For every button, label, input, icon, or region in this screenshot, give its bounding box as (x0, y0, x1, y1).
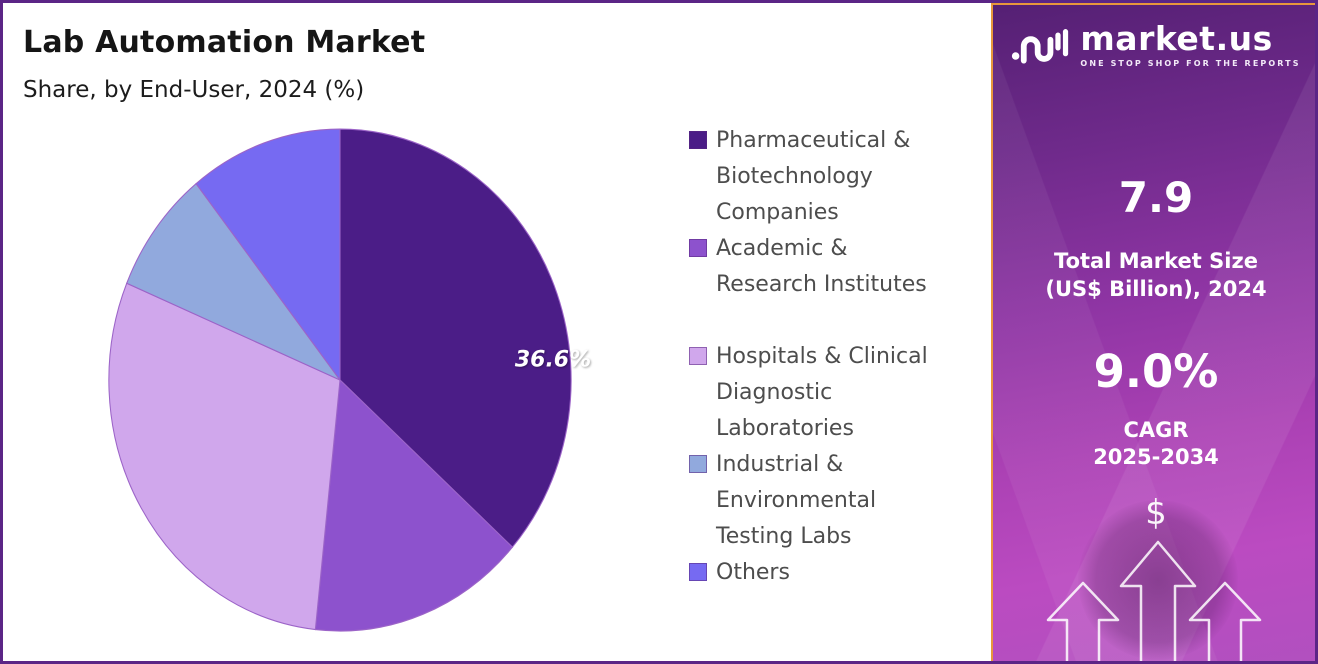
chart-subtitle: Share, by End-User, 2024 (%) (23, 77, 365, 103)
pie-slice-2 (108, 282, 341, 631)
legend-item-pharma: Pharmaceutical & Biotechnology Companies (689, 123, 969, 231)
legend-item-academic: Academic & Research Institutes (689, 231, 969, 303)
pie-chart (107, 127, 573, 633)
cagr-label-line1: CAGR (1123, 418, 1189, 442)
pie-slice-1 (314, 378, 514, 632)
brand-logo: market.us ONE STOP SHOP FOR THE REPORTS (993, 18, 1315, 69)
legend-label: Pharmaceutical & Biotechnology Companies (716, 128, 911, 225)
cagr-value: 9.0% (1093, 345, 1219, 398)
legend: Pharmaceutical & Biotechnology Companies… (689, 123, 969, 591)
legend-label: Academic & Research Institutes (716, 236, 927, 297)
legend-label: Hospitals & Clinical Diagnostic Laborato… (716, 344, 928, 441)
legend-item-hospitals: Hospitals & Clinical Diagnostic Laborato… (689, 339, 969, 447)
legend-label: Industrial & Environmental Testing Labs (716, 452, 877, 549)
pie-data-label: 36.6% (514, 347, 592, 373)
pie-slice-0 (339, 128, 572, 548)
pie-slice-4 (195, 128, 341, 382)
cagr-label-line2: 2025-2034 (1093, 445, 1219, 469)
legend-item-industrial: Industrial & Environmental Testing Labs (689, 447, 969, 555)
legend-swatch-others (689, 563, 707, 581)
legend-swatch-hospitals (689, 347, 707, 365)
market-size-label-line1: Total Market Size (1054, 249, 1258, 273)
market-size-label-line2: (US$ Billion), 2024 (1045, 277, 1267, 301)
legend-swatch-pharma (689, 131, 707, 149)
marketus-logo-icon (1012, 29, 1069, 64)
legend-swatch-industrial (689, 455, 707, 473)
page-title: Lab Automation Market (23, 25, 426, 60)
pie-slice-3 (126, 182, 341, 381)
brand-name: market.us (1080, 18, 1273, 58)
legend-item-others: Others (689, 555, 969, 591)
market-size-label: Total Market Size (US$ Billion), 2024 (993, 247, 1315, 303)
market-size-value: 7.9 (1118, 173, 1194, 222)
cagr-label: CAGR 2025-2034 (993, 417, 1315, 471)
brand-tagline: ONE STOP SHOP FOR THE REPORTS (1080, 59, 1301, 69)
brand-sidebar: market.us ONE STOP SHOP FOR THE REPORTS … (991, 3, 1315, 661)
legend-label: Others (716, 560, 790, 585)
dollar-icon: $ (1145, 493, 1167, 533)
brand-text: market.us ONE STOP SHOP FOR THE REPORTS (1080, 18, 1301, 69)
legend-swatch-academic (689, 239, 707, 257)
growth-arrows-icon (1046, 540, 1262, 661)
